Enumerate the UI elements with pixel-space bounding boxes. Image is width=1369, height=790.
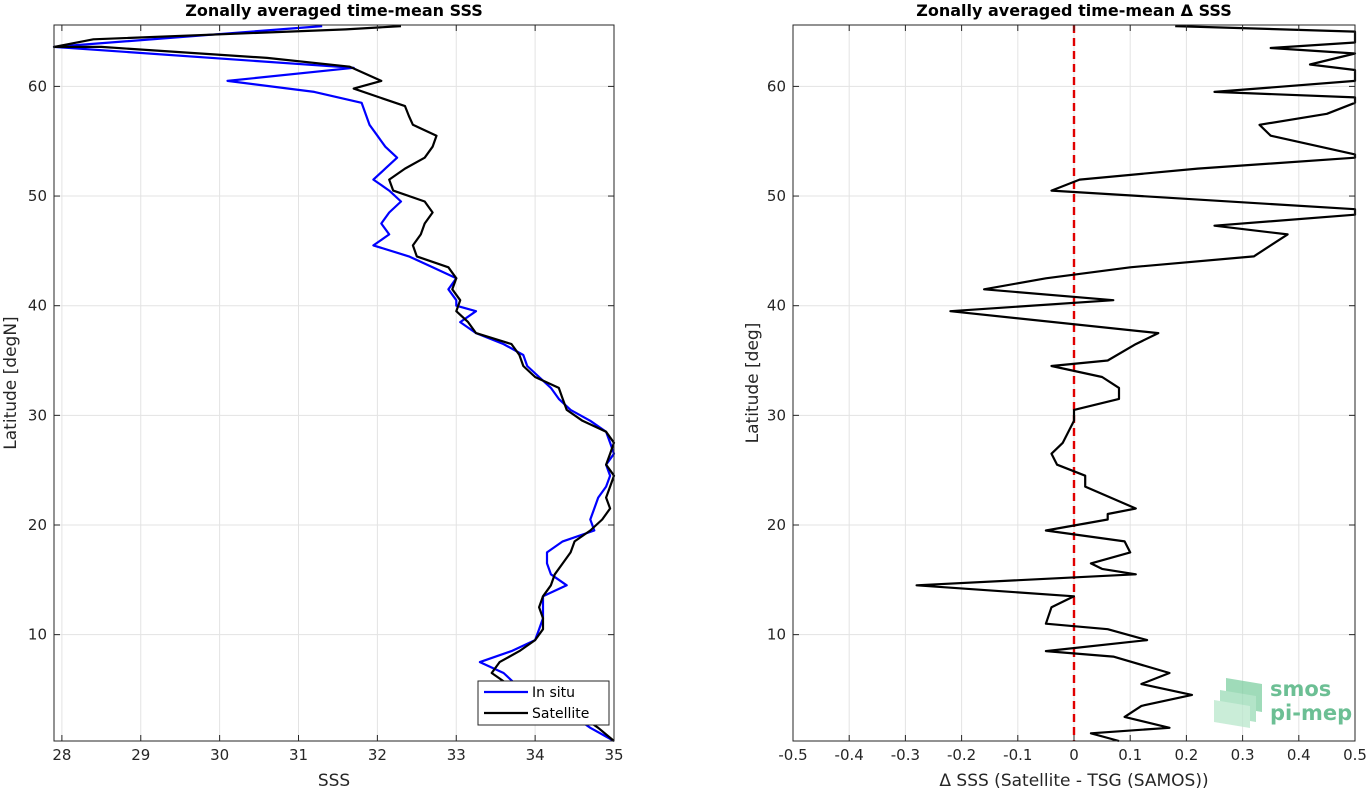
delta-sss-y-tick-label: 20: [767, 516, 786, 534]
logo-mark-icon: [1214, 678, 1262, 728]
delta-sss-y-tick-label: 40: [767, 297, 786, 315]
delta-sss-y-tick-label: 50: [767, 187, 786, 205]
delta-sss-tick-marks: [792, 25, 1356, 741]
delta-sss-x-tick-label: 0.1: [1118, 746, 1142, 764]
logo-text-smos: smos: [1270, 677, 1331, 701]
satellite-series-line: [52, 25, 616, 742]
delta-sss-x-tick-label: -0.2: [947, 746, 976, 764]
logo-text-pi-mep: pi-mep: [1270, 701, 1352, 725]
delta-sss-x-tick-label: 0.4: [1287, 746, 1311, 764]
sss-x-tick-label: 31: [289, 746, 308, 764]
sss-y-tick-label: 20: [28, 516, 47, 534]
sss-x-tick-label: 29: [131, 746, 150, 764]
legend-satellite-label: Satellite: [532, 706, 589, 722]
delta-sss-x-tick-label: -0.3: [891, 746, 920, 764]
sss-y-tick-label: 50: [28, 187, 47, 205]
delta-sss-x-tick-label: 0.5: [1343, 746, 1367, 764]
legend-in-situ-label: In situ: [532, 685, 575, 701]
sss-legend: In situ Satellite: [477, 680, 610, 726]
legend-box: [477, 680, 610, 726]
sss-x-tick-label: 35: [604, 746, 623, 764]
sss-axes-box: [53, 24, 615, 742]
sss-x-tick-label: 34: [526, 746, 545, 764]
sss-y-tick-labels: 10 20 30 40 50 60: [28, 77, 47, 643]
delta-sss-x-tick-label: 0.3: [1231, 746, 1255, 764]
sss-y-axis-label: Latitude [degN]: [1, 316, 21, 449]
delta-sss-y-tick-label: 60: [767, 77, 786, 95]
sss-x-tick-label: 28: [52, 746, 71, 764]
sss-grid: [54, 25, 615, 741]
sss-y-tick-label: 30: [28, 406, 47, 424]
sss-y-tick-label: 40: [28, 297, 47, 315]
delta-sss-y-tick-labels: 10 20 30 40 50 60: [767, 77, 786, 643]
sss-x-axis-label: SSS: [318, 771, 350, 790]
delta-sss-x-tick-label: -0.1: [1003, 746, 1032, 764]
delta-sss-panel: -0.5 -0.4 -0.3 -0.2 -0.1 0 0.1 0.2 0.3 0.4 0.5 10 2…: [743, 1, 1367, 790]
sss-series-group: [52, 25, 616, 742]
sss-x-tick-labels: 28 29 30 31 32 33 34 35: [52, 746, 623, 764]
sss-x-tick-label: 33: [447, 746, 466, 764]
delta-sss-y-tick-label: 10: [767, 626, 786, 644]
sss-y-tick-label: 10: [28, 626, 47, 644]
delta-sss-x-tick-label: 0: [1069, 746, 1079, 764]
sss-panel: 28 29 30 31 32 33 34 35 10 20 30 40 50 60 Zonally av…: [1, 1, 624, 790]
sss-plot-area: [54, 25, 614, 741]
delta-sss-x-tick-label: -0.4: [835, 746, 864, 764]
delta-sss-x-axis-label: Δ SSS (Satellite - TSG (SAMOS)): [939, 771, 1208, 790]
delta-sss-x-tick-labels: -0.5 -0.4 -0.3 -0.2 -0.1 0 0.1 0.2 0.3 0.4 0.5: [778, 746, 1367, 764]
delta-sss-y-axis-label: Latitude [deg]: [743, 323, 763, 444]
delta-sss-chart-title: Zonally averaged time-mean Δ SSS: [916, 1, 1232, 20]
sss-x-tick-label: 32: [368, 746, 387, 764]
sss-chart-title: Zonally averaged time-mean SSS: [185, 1, 483, 20]
in-situ-series-line: [52, 25, 616, 742]
delta-sss-series-line: [915, 25, 1357, 743]
sss-tick-marks: [54, 25, 615, 741]
smos-pi-mep-logo: smos pi-mep: [1214, 677, 1352, 728]
delta-sss-x-tick-label: 0.2: [1174, 746, 1198, 764]
delta-sss-y-tick-label: 30: [767, 406, 786, 424]
sss-x-tick-label: 30: [210, 746, 229, 764]
sss-y-tick-label: 60: [28, 77, 47, 95]
delta-sss-x-tick-label: -0.5: [778, 746, 807, 764]
